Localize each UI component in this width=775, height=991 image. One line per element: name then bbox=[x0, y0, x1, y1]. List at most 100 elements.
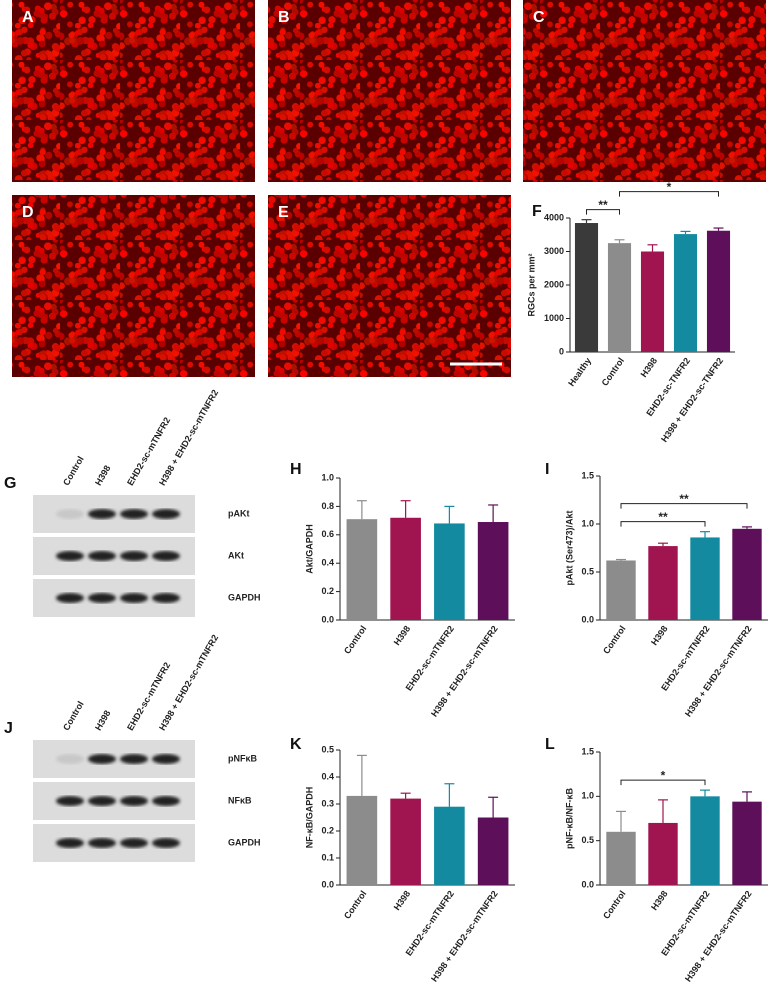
x-tick-label: H398 bbox=[392, 624, 413, 647]
micrograph bbox=[12, 195, 255, 377]
panel-letter: J bbox=[4, 720, 13, 737]
blot-band bbox=[88, 551, 116, 561]
blot-band bbox=[88, 754, 116, 764]
y-axis-label: pAkt (Ser473)/Akt bbox=[564, 510, 574, 585]
y-tick-label: 1.0 bbox=[581, 518, 594, 528]
panel-letter: K bbox=[290, 736, 302, 753]
blot-row-label: AKt bbox=[228, 550, 244, 560]
bar bbox=[390, 517, 421, 620]
blot-band bbox=[88, 796, 116, 806]
lane-label: Control bbox=[61, 454, 86, 487]
bar bbox=[477, 817, 509, 885]
significance-label: ** bbox=[598, 198, 608, 212]
y-tick-label: 0.6 bbox=[321, 529, 334, 539]
y-tick-label: 1.0 bbox=[581, 791, 594, 801]
y-tick-label: 0.0 bbox=[321, 614, 334, 624]
y-tick-label: 0.4 bbox=[321, 771, 334, 781]
blot-band bbox=[120, 796, 148, 806]
x-tick-label: Healthy bbox=[566, 356, 593, 388]
y-tick-label: 0.5 bbox=[321, 744, 334, 754]
blot-band bbox=[152, 593, 180, 603]
blot-band bbox=[152, 509, 180, 519]
blot-band bbox=[56, 593, 84, 603]
panel-letter: F bbox=[532, 203, 542, 220]
significance-bracket bbox=[586, 209, 620, 215]
blot-band bbox=[88, 593, 116, 603]
bar bbox=[606, 831, 636, 885]
panel-letter: A bbox=[22, 9, 34, 26]
y-axis-label: pNF-κB/NF-κB bbox=[564, 787, 574, 849]
significance-label: * bbox=[667, 180, 672, 194]
y-tick-label: 1.5 bbox=[581, 746, 594, 756]
lane-label: H398 bbox=[93, 464, 112, 488]
y-tick-label: 0.5 bbox=[581, 566, 594, 576]
significance-bracket bbox=[620, 521, 706, 527]
blot-row-label: GAPDH bbox=[228, 592, 261, 602]
blot-band bbox=[120, 754, 148, 764]
lane-label: H398 + EHD2-sc-mTNFR2 bbox=[157, 388, 220, 487]
blot-band bbox=[56, 754, 84, 764]
y-tick-label: 0.0 bbox=[581, 614, 594, 624]
bar bbox=[732, 801, 762, 885]
y-tick-label: 2000 bbox=[544, 279, 564, 289]
blot-band bbox=[56, 551, 84, 561]
y-tick-label: 3000 bbox=[544, 246, 564, 256]
x-tick-label: Control bbox=[342, 624, 369, 656]
significance-bracket bbox=[620, 503, 748, 509]
x-tick-label: EHD2-sc-mTNFR2 bbox=[404, 624, 456, 693]
blot-row-label: NFκB bbox=[228, 795, 252, 805]
micrograph bbox=[268, 0, 511, 182]
x-tick-label: Control bbox=[342, 889, 369, 921]
panel-letter: L bbox=[545, 736, 555, 753]
blot-band bbox=[152, 796, 180, 806]
bar bbox=[690, 537, 720, 620]
y-tick-label: 0.2 bbox=[321, 825, 334, 835]
lane-label: H398 + EHD2-sc-mTNFR2 bbox=[157, 633, 220, 732]
x-tick-label: H398 + EHD2-sc-TNFR2 bbox=[659, 356, 725, 444]
x-tick-label: H398 bbox=[639, 356, 660, 379]
x-tick-label: H398 bbox=[649, 889, 670, 912]
significance-bracket bbox=[619, 191, 719, 197]
blot-row-label: pAKt bbox=[228, 508, 250, 518]
y-tick-label: 0.5 bbox=[581, 835, 594, 845]
y-tick-label: 0.4 bbox=[321, 558, 334, 568]
y-axis-label: NF-κB/GAPDH bbox=[304, 787, 314, 849]
y-tick-label: 0.8 bbox=[321, 501, 334, 511]
y-axis-label: RGCs per mm² bbox=[526, 253, 536, 316]
bar bbox=[434, 806, 465, 885]
bar bbox=[690, 796, 720, 885]
y-tick-label: 1000 bbox=[544, 313, 564, 323]
blot-band bbox=[120, 593, 148, 603]
panel-letter: D bbox=[22, 204, 34, 221]
significance-bracket bbox=[620, 779, 706, 786]
blot-band bbox=[152, 838, 180, 848]
panel-letter: B bbox=[278, 9, 290, 26]
bar bbox=[648, 546, 678, 620]
panel-letter: E bbox=[278, 204, 289, 221]
y-axis-label: Akt/GAPDH bbox=[304, 524, 314, 574]
bar bbox=[648, 822, 678, 885]
bar bbox=[390, 798, 421, 885]
blot-band bbox=[152, 754, 180, 764]
bar bbox=[434, 523, 465, 620]
micrograph bbox=[523, 0, 766, 182]
y-tick-label: 0.2 bbox=[321, 586, 334, 596]
blot-row-label: pNFκB bbox=[228, 753, 258, 763]
blot-band bbox=[120, 838, 148, 848]
bar bbox=[346, 795, 378, 885]
bar bbox=[477, 522, 509, 620]
blot-band bbox=[56, 838, 84, 848]
x-tick-label: H398 bbox=[649, 624, 670, 647]
micrograph bbox=[268, 195, 511, 377]
y-tick-label: 1.5 bbox=[581, 470, 594, 480]
bar bbox=[607, 243, 632, 352]
bar bbox=[673, 234, 698, 352]
blot-band bbox=[120, 509, 148, 519]
y-tick-label: 0 bbox=[559, 346, 564, 356]
blot-band bbox=[120, 551, 148, 561]
bar bbox=[574, 223, 599, 352]
lane-label: H398 bbox=[93, 709, 112, 733]
panel-letter: G bbox=[4, 475, 16, 492]
